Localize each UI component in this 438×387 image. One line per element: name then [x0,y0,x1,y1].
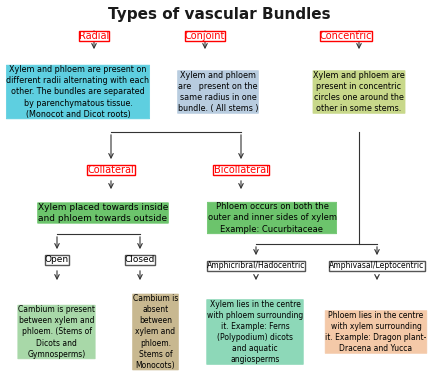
Text: Phloem lies in the centre
with xylem surrounding
it. Example: Dragon plant-
Drac: Phloem lies in the centre with xylem sur… [325,311,427,353]
Text: Cambium is present
between xylem and
phloem. (Stems of
Dicots and
Gymnosperms): Cambium is present between xylem and phl… [18,305,95,359]
Text: Amphicribral/Hadocentric: Amphicribral/Hadocentric [207,262,305,271]
Text: Amphivasal/Leptocentric: Amphivasal/Leptocentric [329,262,424,271]
Text: Types of vascular Bundles: Types of vascular Bundles [108,7,330,22]
Text: Open: Open [45,255,69,264]
Text: Phloem occurs on both the
outer and inner sides of xylem
Example: Cucurbitaceae: Phloem occurs on both the outer and inne… [208,202,336,234]
Text: Conjoint: Conjoint [185,31,225,41]
Text: Xylem and phloem are
present in concentric
circles one around the
other in some : Xylem and phloem are present in concentr… [313,71,405,113]
Text: Xylem placed towards inside
and phloem towards outside: Xylem placed towards inside and phloem t… [38,203,168,223]
Text: Concentric: Concentric [320,31,372,41]
Text: Bicollateral: Bicollateral [214,165,268,175]
Text: Radial: Radial [79,31,109,41]
Text: Xylem lies in the centre
with phloem surrounding
it. Example: Ferns
(Polypodium): Xylem lies in the centre with phloem sur… [207,300,303,364]
Text: Cambium is
absent
between
xylem and
phloem.
Stems of
Monocots): Cambium is absent between xylem and phlo… [133,294,178,370]
Text: Collateral: Collateral [88,165,134,175]
Text: Xylem and phloem are present on
different radii alternating with each
other. The: Xylem and phloem are present on differen… [7,65,149,119]
Text: Closed: Closed [125,255,155,264]
Text: Xylem and phloem
are   present on the
same radius in one
bundle. ( All stems ): Xylem and phloem are present on the same… [178,71,258,113]
